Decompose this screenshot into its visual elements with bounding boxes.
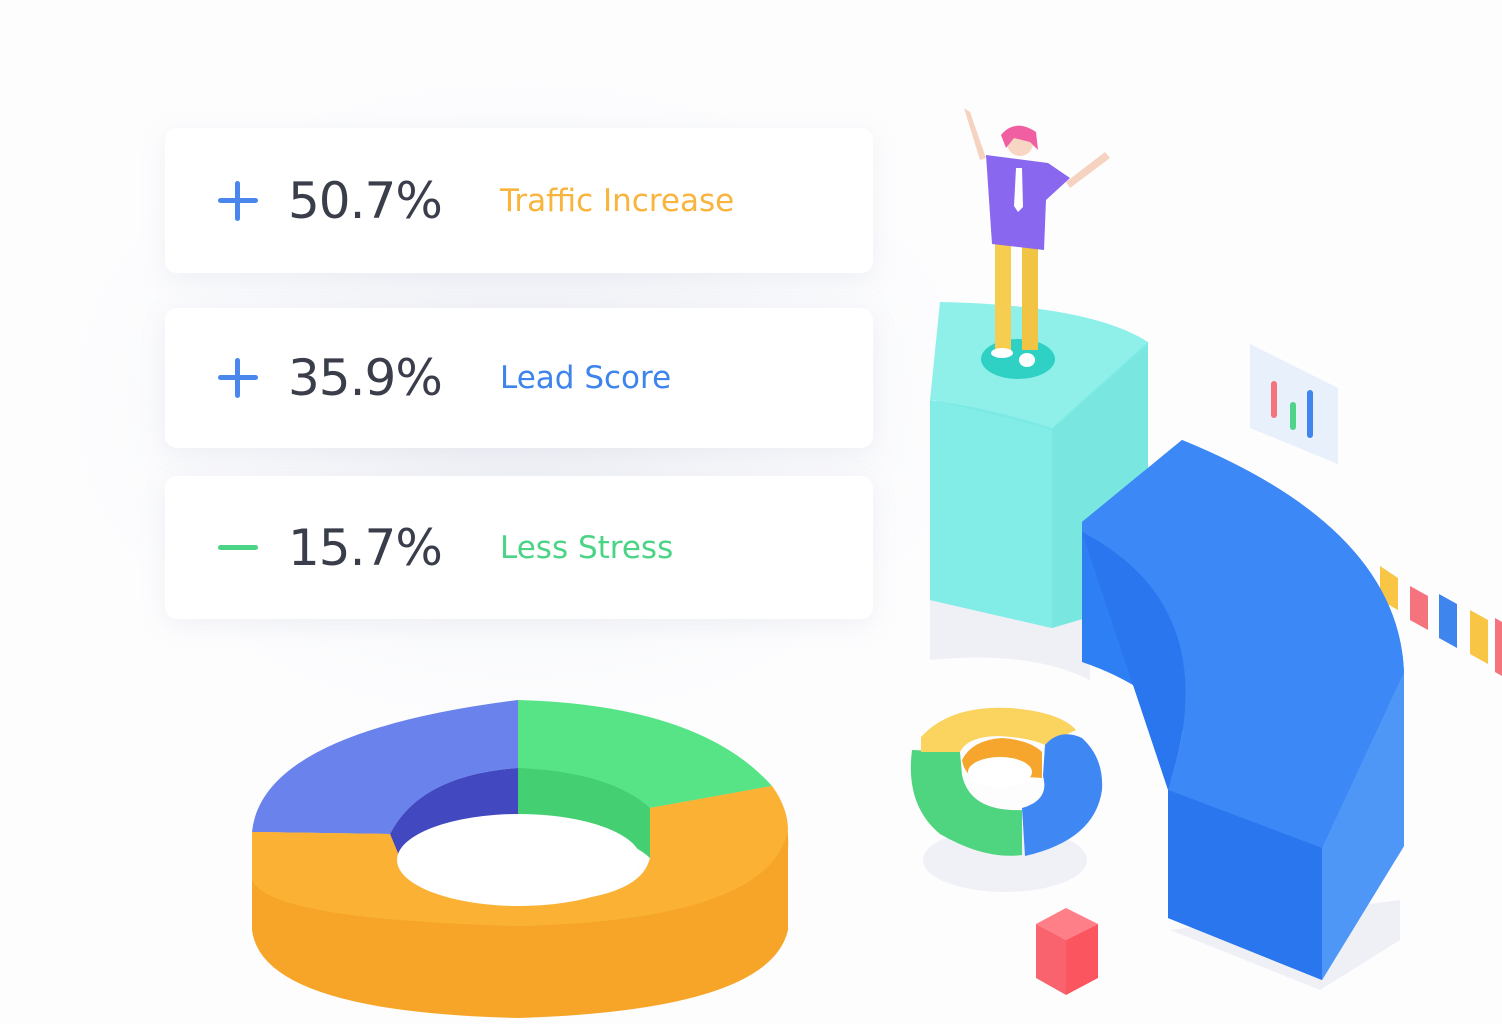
stat-value: 15.7% (288, 518, 443, 577)
color-tiles-icon (1380, 566, 1502, 676)
stat-label: Lead Score (500, 360, 672, 396)
cube-icon (1036, 908, 1098, 995)
donut-chart-icon (252, 700, 789, 1018)
stat-card-traffic: 50.7% Traffic Increase (165, 128, 873, 273)
stat-label: Less Stress (500, 529, 674, 566)
stat-card-less-stress: 15.7% Less Stress (165, 476, 873, 619)
small-donut-icon (910, 707, 1103, 856)
bar-chart-card-icon (1250, 344, 1338, 464)
minus-icon (218, 528, 258, 568)
stat-value: 50.7% (288, 171, 443, 230)
stat-label: Traffic Increase (500, 182, 735, 219)
plus-icon (218, 180, 258, 221)
plus-icon (218, 358, 258, 398)
quarter-ring-icon (1082, 440, 1404, 980)
person-icon (964, 108, 1110, 367)
stat-card-lead-score: 35.9% Lead Score (165, 308, 873, 448)
stat-value: 35.9% (288, 349, 443, 407)
